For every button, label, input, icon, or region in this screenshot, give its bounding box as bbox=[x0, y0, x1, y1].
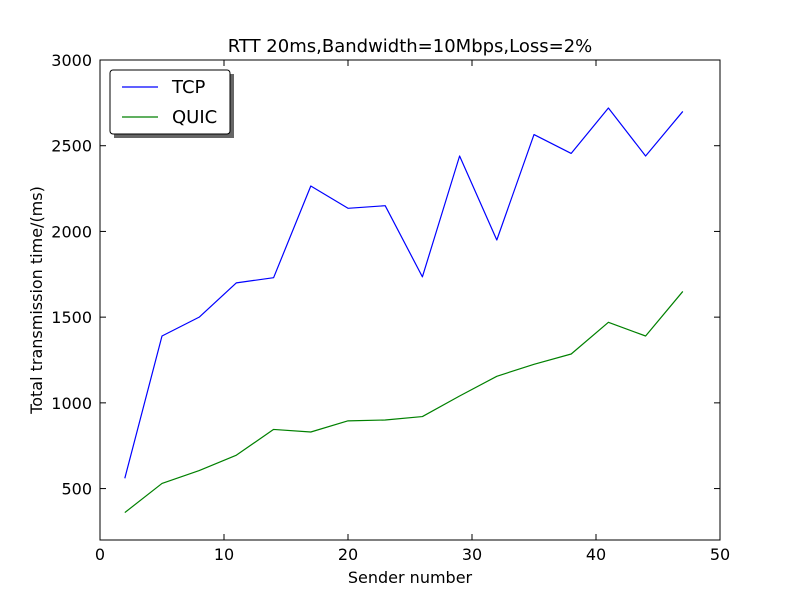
series-line-tcp bbox=[124, 107, 684, 479]
x-tick-label: 20 bbox=[338, 545, 358, 564]
y-axis-title: Total transmission time/(ms) bbox=[27, 186, 46, 415]
legend-box bbox=[109, 69, 231, 135]
legend-label-tcp: TCP bbox=[171, 77, 206, 98]
y-tick-label: 3000 bbox=[51, 51, 92, 70]
x-tick-label: 50 bbox=[710, 545, 730, 564]
y-tick-label: 2000 bbox=[51, 222, 92, 241]
series-line-quic bbox=[124, 291, 684, 514]
axes-frame bbox=[99, 59, 721, 541]
x-tick-label: 10 bbox=[214, 545, 234, 564]
x-axis-title: Sender number bbox=[348, 568, 473, 587]
y-tick-label: 1000 bbox=[51, 394, 92, 413]
x-tick-label: 0 bbox=[95, 545, 105, 564]
legend: TCP QUIC bbox=[109, 69, 234, 138]
x-tick-label: 30 bbox=[462, 545, 482, 564]
y-tick-label: 1500 bbox=[51, 308, 92, 327]
chart-title: RTT 20ms,Bandwidth=10Mbps,Loss=2% bbox=[228, 36, 593, 57]
y-tick-label: 500 bbox=[61, 480, 92, 499]
legend-label-quic: QUIC bbox=[172, 107, 217, 128]
plot-area: 0 10 20 30 40 50 500 1000 1500 2000 2500 3000 bbox=[51, 51, 730, 564]
x-tick-label: 40 bbox=[586, 545, 606, 564]
y-tick-label: 2500 bbox=[51, 137, 92, 156]
